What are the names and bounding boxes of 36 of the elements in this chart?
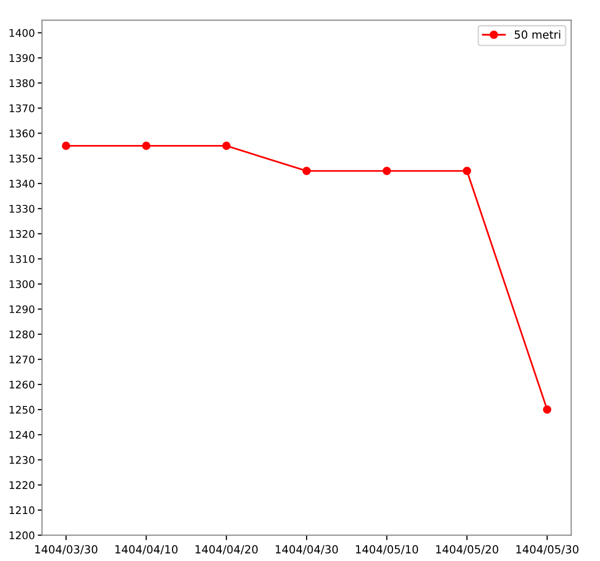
- y-tick-label: 1200: [10, 531, 34, 540]
- y-tick-label: 1240: [10, 430, 34, 439]
- y-tick-label: 1210: [10, 506, 34, 514]
- y-tick-label: 1220: [10, 481, 34, 490]
- y-tick-label: 1400: [10, 28, 34, 37]
- y-tick-label: 1300: [10, 280, 34, 288]
- point: [142, 142, 150, 150]
- y-tick-label: 1390: [10, 54, 34, 62]
- y-tick-label: 1290: [10, 305, 34, 314]
- x-tick-label: 1404/03/30: [35, 545, 98, 554]
- x-tick-label: 1404/05/10: [356, 545, 418, 554]
- y-tick-label: 1370: [10, 104, 34, 112]
- point: [462, 166, 472, 176]
- point: [302, 166, 311, 176]
- point: [382, 166, 391, 176]
- x-tick-label: 1404/04/20: [196, 545, 258, 554]
- y-tick-label: 1260: [10, 380, 34, 389]
- point: [62, 142, 70, 150]
- legend-label: 50 metri: [514, 30, 560, 39]
- x-tick-label: 1404/05/30: [516, 545, 578, 554]
- y-tick-label: 1380: [10, 79, 34, 88]
- y-tick-label: 1270: [10, 356, 34, 364]
- x-tick-label: 1404/05/20: [436, 545, 498, 554]
- y-tick-label: 1250: [10, 406, 34, 414]
- y-tick-label: 1320: [10, 230, 34, 238]
- y-tick-label: 1280: [10, 330, 34, 338]
- y-tick-label: 1350: [10, 154, 34, 162]
- y-tick-label: 1360: [10, 129, 34, 138]
- x-tick-label: 1404/04/30: [276, 545, 338, 554]
- y-tick-label: 1330: [10, 204, 34, 213]
- y-tick-label: 1230: [10, 456, 34, 464]
- y-tick-label: 1340: [10, 180, 34, 188]
- y-tick-label: 1310: [10, 255, 34, 263]
- x-tick-label: 1404/04/10: [115, 545, 178, 554]
- point: [542, 405, 552, 414]
- point: [222, 142, 231, 150]
